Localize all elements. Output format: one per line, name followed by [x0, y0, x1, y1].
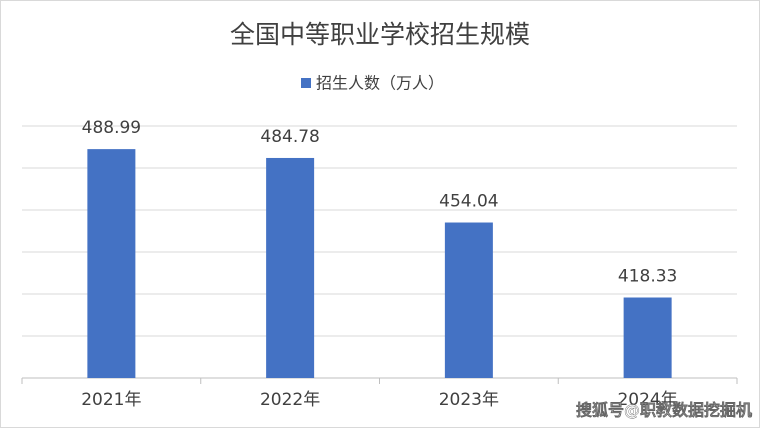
data-label: 488.99	[82, 118, 141, 138]
data-label: 484.78	[260, 127, 319, 147]
watermark: 搜狐号@职教数据挖掘机	[576, 401, 752, 420]
bar	[87, 149, 136, 378]
chart-title: 全国中等职业学校招生规模	[230, 20, 530, 49]
x-tick-label: 2021年	[81, 390, 141, 410]
data-label: 454.04	[439, 192, 498, 212]
x-tick-label: 2022年	[260, 390, 320, 410]
legend-label: 招生人数（万人）	[316, 74, 444, 93]
bar	[444, 222, 493, 378]
x-tick-label: 2024年	[617, 390, 677, 410]
bar	[266, 157, 315, 378]
x-tick-label: 2023年	[439, 390, 499, 410]
legend-swatch	[301, 78, 311, 88]
data-label: 418.33	[618, 267, 677, 287]
bar	[623, 297, 672, 378]
